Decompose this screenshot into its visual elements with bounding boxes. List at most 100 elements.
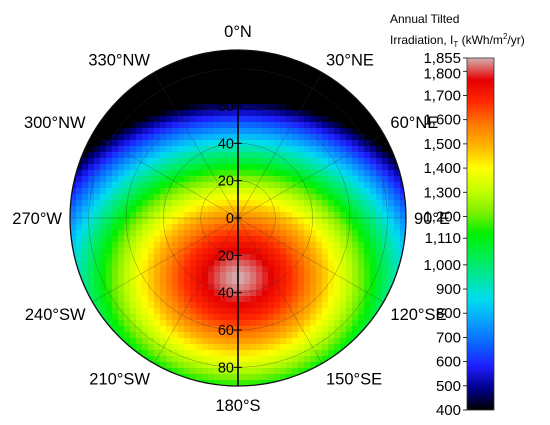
heatmap-cell — [346, 164, 353, 171]
heatmap-cell — [178, 86, 185, 93]
heatmap-cell — [250, 296, 257, 303]
heatmap-cell — [94, 236, 101, 243]
heatmap-cell — [244, 338, 251, 345]
heatmap-cell — [226, 266, 233, 273]
heatmap-cell — [352, 308, 359, 315]
heatmap-cell — [220, 326, 227, 333]
heatmap-cell — [268, 320, 275, 327]
heatmap-cell — [256, 344, 263, 351]
heatmap-cell — [304, 218, 311, 225]
heatmap-cell — [328, 86, 335, 93]
heatmap-cell — [358, 290, 365, 297]
heatmap-cell — [244, 308, 251, 315]
heatmap-cell — [256, 278, 263, 285]
heatmap-cell — [190, 134, 197, 141]
heatmap-cell — [94, 272, 101, 279]
heatmap-cell — [334, 284, 341, 291]
heatmap-cell — [118, 278, 125, 285]
heatmap-cell — [256, 296, 263, 303]
heatmap-cell — [148, 302, 155, 309]
heatmap-cell — [310, 260, 317, 267]
heatmap-cell — [358, 92, 365, 99]
heatmap-cell — [184, 320, 191, 327]
heatmap-cell — [340, 146, 347, 153]
heatmap-cell — [124, 92, 131, 99]
heatmap-cell — [334, 200, 341, 207]
heatmap-cell — [274, 254, 281, 261]
heatmap-cell — [250, 224, 257, 231]
heatmap-cell — [196, 158, 203, 165]
heatmap-cell — [352, 302, 359, 309]
heatmap-cell — [280, 110, 287, 117]
heatmap-cell — [184, 164, 191, 171]
heatmap-cell — [262, 182, 269, 189]
heatmap-cell — [124, 260, 131, 267]
heatmap-cell — [202, 296, 209, 303]
heatmap-cell — [310, 206, 317, 213]
heatmap-cell — [148, 314, 155, 321]
heatmap-cell — [148, 206, 155, 213]
heatmap-cell — [118, 110, 125, 117]
heatmap-cell — [202, 242, 209, 249]
colorbar-tick-label: 900 — [436, 281, 461, 298]
heatmap-cell — [190, 236, 197, 243]
heatmap-cell — [172, 242, 179, 249]
heatmap-cell — [286, 158, 293, 165]
heatmap-cell — [106, 296, 113, 303]
heatmap-cell — [178, 278, 185, 285]
heatmap-cell — [304, 206, 311, 213]
heatmap-cell — [94, 212, 101, 219]
heatmap-cell — [238, 302, 245, 309]
heatmap-cell — [196, 230, 203, 237]
colorbar-tick-label: 1,400 — [423, 160, 461, 177]
heatmap-cell — [118, 164, 125, 171]
heatmap-cell — [112, 206, 119, 213]
heatmap-cell — [112, 188, 119, 195]
heatmap-cell — [202, 290, 209, 297]
heatmap-cell — [142, 98, 149, 105]
heatmap-cell — [130, 140, 137, 147]
heatmap-cell — [304, 128, 311, 135]
heatmap-cell — [130, 236, 137, 243]
heatmap-cell — [202, 164, 209, 171]
heatmap-cell — [160, 152, 167, 159]
heatmap-cell — [334, 104, 341, 111]
heatmap-cell — [166, 254, 173, 261]
heatmap-cell — [172, 110, 179, 117]
heatmap-cell — [322, 248, 329, 255]
heatmap-cell — [130, 308, 137, 315]
heatmap-cell — [304, 314, 311, 321]
heatmap-cell — [304, 242, 311, 249]
heatmap-cell — [106, 110, 113, 117]
heatmap-cell — [250, 62, 257, 69]
heatmap-cell — [322, 254, 329, 261]
heatmap-cell — [232, 284, 239, 291]
heatmap-cell — [82, 176, 89, 183]
heatmap-cell — [154, 266, 161, 273]
heatmap-cell — [382, 200, 389, 207]
heatmap-cell — [370, 140, 377, 147]
heatmap-cell — [316, 98, 323, 105]
heatmap-cell — [274, 296, 281, 303]
heatmap-cell — [292, 242, 299, 249]
heatmap-cell — [298, 188, 305, 195]
heatmap-cell — [262, 356, 269, 363]
heatmap-cell — [160, 242, 167, 249]
heatmap-cell — [202, 68, 209, 75]
heatmap-cell — [256, 368, 263, 375]
heatmap-cell — [118, 224, 125, 231]
heatmap-cell — [238, 176, 245, 183]
heatmap-cell — [184, 314, 191, 321]
heatmap-cell — [220, 68, 227, 75]
heatmap-cell — [208, 188, 215, 195]
heatmap-cell — [220, 278, 227, 285]
heatmap-cell — [376, 224, 383, 231]
heatmap-cell — [232, 182, 239, 189]
heatmap-cell — [196, 218, 203, 225]
heatmap-cell — [112, 338, 119, 345]
heatmap-cell — [310, 170, 317, 177]
heatmap-cell — [154, 122, 161, 129]
heatmap-cell — [340, 110, 347, 117]
heatmap-cell — [268, 230, 275, 237]
heatmap-cell — [286, 302, 293, 309]
